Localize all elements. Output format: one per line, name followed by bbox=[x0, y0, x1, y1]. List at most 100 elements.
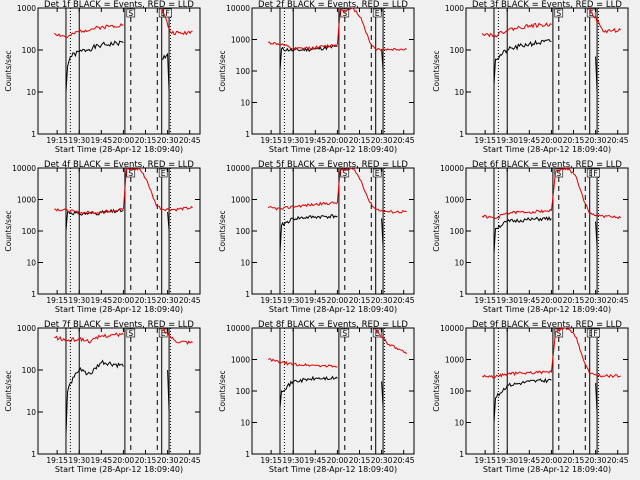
y-tick-label: 100 bbox=[236, 387, 251, 396]
x-axis-label: Start Time (28-Apr-12 18:09:40) bbox=[55, 145, 183, 154]
y-tick-label: 1 bbox=[245, 130, 250, 139]
y-tick-label: 1 bbox=[31, 290, 36, 299]
x-tick-label: 19:15 bbox=[46, 136, 68, 145]
x-tick-label: 19:45 bbox=[91, 456, 113, 465]
y-axis-label: Counts/sec bbox=[432, 210, 441, 251]
marker-box bbox=[372, 8, 382, 18]
x-tick-label: 19:30 bbox=[282, 136, 304, 145]
marker-box bbox=[340, 328, 350, 338]
y-tick-label: 10000 bbox=[12, 164, 36, 173]
panel: Det 2f BLACK = Events, RED = LLD 1 10 100 10… bbox=[218, 0, 415, 154]
x-tick-label: 19:45 bbox=[305, 136, 327, 145]
y-tick-label: 1 bbox=[245, 290, 250, 299]
x-tick-label: 20:30 bbox=[371, 296, 393, 305]
y-tick-label: 10000 bbox=[440, 164, 464, 173]
x-tick-label: 20:30 bbox=[157, 456, 179, 465]
x-axis-label: Start Time (28-Apr-12 18:09:40) bbox=[483, 305, 611, 314]
y-tick-label: 1000 bbox=[17, 196, 36, 205]
x-tick-label: 19:15 bbox=[260, 136, 282, 145]
y-tick-label: 10 bbox=[240, 419, 250, 428]
y-tick-label: 1 bbox=[459, 130, 464, 139]
x-tick-label: 19:30 bbox=[282, 296, 304, 305]
y-tick-label: 100 bbox=[22, 46, 37, 55]
x-tick-label: 20:30 bbox=[157, 136, 179, 145]
x-tick-label: 20:15 bbox=[563, 136, 585, 145]
panel: Det 4f BLACK = Events, RED = LLD 1 10 100 10… bbox=[4, 160, 201, 314]
y-axis-label: Counts/sec bbox=[4, 210, 13, 251]
y-axis-label: Counts/sec bbox=[432, 50, 441, 91]
x-tick-label: 20:00 bbox=[541, 296, 563, 305]
y-tick-label: 10000 bbox=[226, 164, 250, 173]
events-series-line bbox=[493, 377, 552, 423]
y-tick-label: 100 bbox=[22, 227, 37, 236]
x-tick-label: 20:15 bbox=[135, 296, 157, 305]
panel-title: Det 1f BLACK = Events, RED = LLD bbox=[44, 0, 194, 10]
plot-frame bbox=[37, 327, 201, 455]
marker-box bbox=[591, 168, 600, 178]
x-tick-label: 19:15 bbox=[474, 296, 496, 305]
x-tick-label: 19:30 bbox=[68, 296, 90, 305]
x-tick-label: 20:45 bbox=[393, 296, 415, 305]
x-tick-label: 20:15 bbox=[349, 456, 371, 465]
marker-box bbox=[554, 168, 564, 178]
y-tick-label: 10000 bbox=[226, 324, 250, 333]
y-tick-label: 10 bbox=[454, 259, 464, 268]
y-tick-label: 1000 bbox=[445, 196, 464, 205]
y-tick-label: 1000 bbox=[231, 36, 250, 45]
x-axis-label: Start Time (28-Apr-12 18:09:40) bbox=[483, 465, 611, 474]
x-tick-label: 20:15 bbox=[349, 136, 371, 145]
x-tick-label: 19:30 bbox=[282, 456, 304, 465]
lld-series-line bbox=[54, 332, 124, 344]
events-series-line bbox=[65, 359, 124, 435]
lld-series-line bbox=[267, 167, 407, 214]
panel-title: Det 2f BLACK = Events, RED = LLD bbox=[258, 0, 408, 10]
lld-series-line bbox=[161, 327, 193, 345]
marker-label: S bbox=[128, 169, 133, 178]
x-tick-label: 19:45 bbox=[91, 136, 113, 145]
lld-series-line bbox=[481, 167, 621, 220]
x-tick-label: 19:30 bbox=[68, 136, 90, 145]
marker-box bbox=[554, 328, 564, 338]
events-series-line bbox=[279, 214, 338, 254]
x-tick-label: 20:00 bbox=[113, 296, 135, 305]
y-tick-label: 10 bbox=[454, 419, 464, 428]
panel-title: Det 6f BLACK = Events, RED = LLD bbox=[472, 160, 622, 170]
x-tick-label: 19:45 bbox=[305, 456, 327, 465]
x-tick-label: 20:00 bbox=[113, 136, 135, 145]
y-tick-label: 10 bbox=[26, 88, 36, 97]
x-tick-label: 20:00 bbox=[113, 456, 135, 465]
events-series-line bbox=[167, 211, 170, 232]
lld-series-line bbox=[161, 7, 193, 36]
marker-label: E bbox=[161, 329, 166, 338]
y-tick-label: 10 bbox=[26, 408, 36, 417]
y-tick-label: 1 bbox=[459, 290, 464, 299]
y-tick-label: 1 bbox=[31, 130, 36, 139]
events-series-line bbox=[595, 382, 598, 414]
x-tick-label: 20:30 bbox=[585, 136, 607, 145]
marker-label: F bbox=[593, 169, 597, 178]
plot-frame bbox=[37, 7, 201, 135]
y-tick-label: 100 bbox=[236, 67, 251, 76]
y-axis-label: Counts/sec bbox=[218, 50, 227, 91]
panel: Det 7f BLACK = Events, RED = LLD 1 10 100 10… bbox=[4, 320, 201, 474]
events-series-line bbox=[65, 40, 124, 93]
x-tick-label: 20:15 bbox=[135, 456, 157, 465]
panel: Det 1f BLACK = Events, RED = LLD 1 10 100 10… bbox=[4, 0, 201, 154]
y-axis-label: Counts/sec bbox=[432, 370, 441, 411]
marker-box bbox=[158, 168, 168, 178]
marker-label: E bbox=[161, 169, 166, 178]
panel: Det 9f BLACK = Events, RED = LLD 1 10 100 10… bbox=[432, 320, 629, 474]
events-series-line bbox=[381, 381, 384, 408]
y-tick-label: 1000 bbox=[445, 356, 464, 365]
y-tick-label: 1000 bbox=[231, 356, 250, 365]
marker-label: F bbox=[165, 9, 169, 18]
y-tick-label: 1000 bbox=[17, 324, 36, 333]
marker-box bbox=[591, 328, 600, 338]
x-axis-label: Start Time (28-Apr-12 18:09:40) bbox=[483, 145, 611, 154]
x-tick-label: 19:15 bbox=[46, 456, 68, 465]
x-tick-label: 20:00 bbox=[327, 296, 349, 305]
events-series-line bbox=[595, 221, 598, 248]
x-tick-label: 19:30 bbox=[68, 456, 90, 465]
panel-title: Det 9f BLACK = Events, RED = LLD bbox=[472, 320, 622, 330]
